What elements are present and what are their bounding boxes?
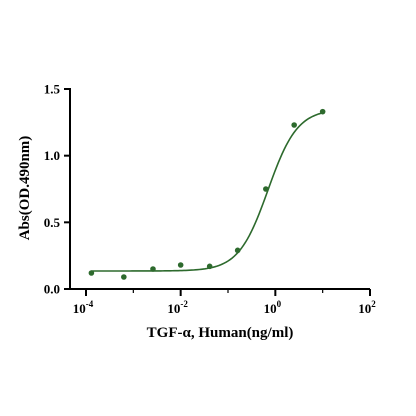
x-axis-title: TGF-α, Human(ng/ml) bbox=[147, 325, 294, 341]
x-tick-label: 10-4 bbox=[73, 299, 94, 316]
x-tick-label: 102 bbox=[358, 299, 376, 316]
data-point bbox=[88, 270, 95, 276]
fit-curve bbox=[91, 112, 323, 272]
y-axis: 0.0 0.5 1.0 1.5 bbox=[44, 82, 71, 297]
data-point bbox=[121, 274, 127, 280]
data-point bbox=[291, 122, 297, 128]
y-tick-label: 1.5 bbox=[44, 82, 61, 97]
x-tick-label: 100 bbox=[264, 299, 282, 316]
x-axis: 10-4 10-2 100 102 bbox=[70, 288, 376, 316]
y-tick-label: 0.0 bbox=[44, 282, 60, 297]
y-axis-title: Abs(OD.490nm) bbox=[17, 136, 33, 241]
y-tick-label: 0.5 bbox=[44, 215, 61, 230]
y-ticks: 0.0 0.5 1.0 1.5 bbox=[44, 82, 70, 297]
data-point bbox=[177, 262, 184, 268]
x-ticks: 10-4 10-2 100 102 bbox=[73, 289, 376, 316]
x-tick-label: 10-2 bbox=[167, 299, 188, 316]
data-points bbox=[88, 108, 326, 280]
data-point bbox=[206, 263, 213, 270]
fit-curve-layer bbox=[91, 112, 323, 272]
data-point bbox=[319, 108, 326, 115]
data-point bbox=[234, 247, 241, 254]
y-tick-label: 1.0 bbox=[44, 148, 60, 163]
data-point bbox=[150, 266, 156, 272]
data-point bbox=[263, 186, 269, 192]
